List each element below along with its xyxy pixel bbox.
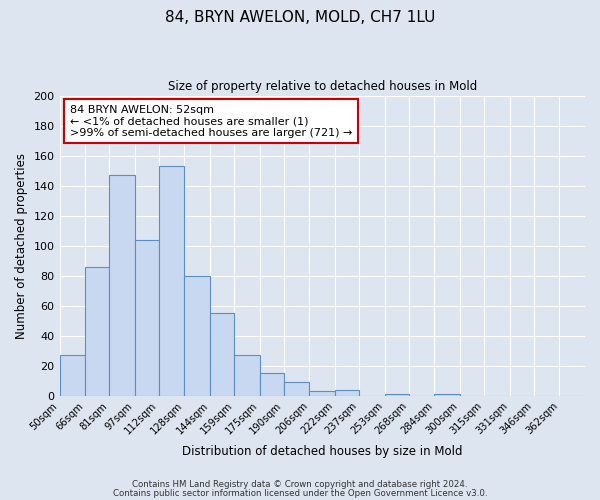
Bar bbox=[210, 313, 234, 396]
Bar bbox=[85, 266, 109, 396]
Text: 84 BRYN AWELON: 52sqm
← <1% of detached houses are smaller (1)
>99% of semi-deta: 84 BRYN AWELON: 52sqm ← <1% of detached … bbox=[70, 104, 352, 138]
X-axis label: Distribution of detached houses by size in Mold: Distribution of detached houses by size … bbox=[182, 444, 463, 458]
Text: 84, BRYN AWELON, MOLD, CH7 1LU: 84, BRYN AWELON, MOLD, CH7 1LU bbox=[165, 10, 435, 25]
Bar bbox=[159, 166, 184, 396]
Y-axis label: Number of detached properties: Number of detached properties bbox=[15, 152, 28, 338]
Bar bbox=[234, 355, 260, 396]
Bar bbox=[135, 240, 159, 396]
Text: Contains HM Land Registry data © Crown copyright and database right 2024.: Contains HM Land Registry data © Crown c… bbox=[132, 480, 468, 489]
Bar bbox=[260, 373, 284, 396]
Bar bbox=[59, 355, 85, 396]
Bar bbox=[335, 390, 359, 396]
Bar bbox=[184, 276, 210, 396]
Text: Contains public sector information licensed under the Open Government Licence v3: Contains public sector information licen… bbox=[113, 489, 487, 498]
Bar bbox=[434, 394, 460, 396]
Bar bbox=[109, 175, 135, 396]
Bar bbox=[284, 382, 310, 396]
Title: Size of property relative to detached houses in Mold: Size of property relative to detached ho… bbox=[167, 80, 477, 93]
Bar bbox=[385, 394, 409, 396]
Bar bbox=[310, 391, 335, 396]
